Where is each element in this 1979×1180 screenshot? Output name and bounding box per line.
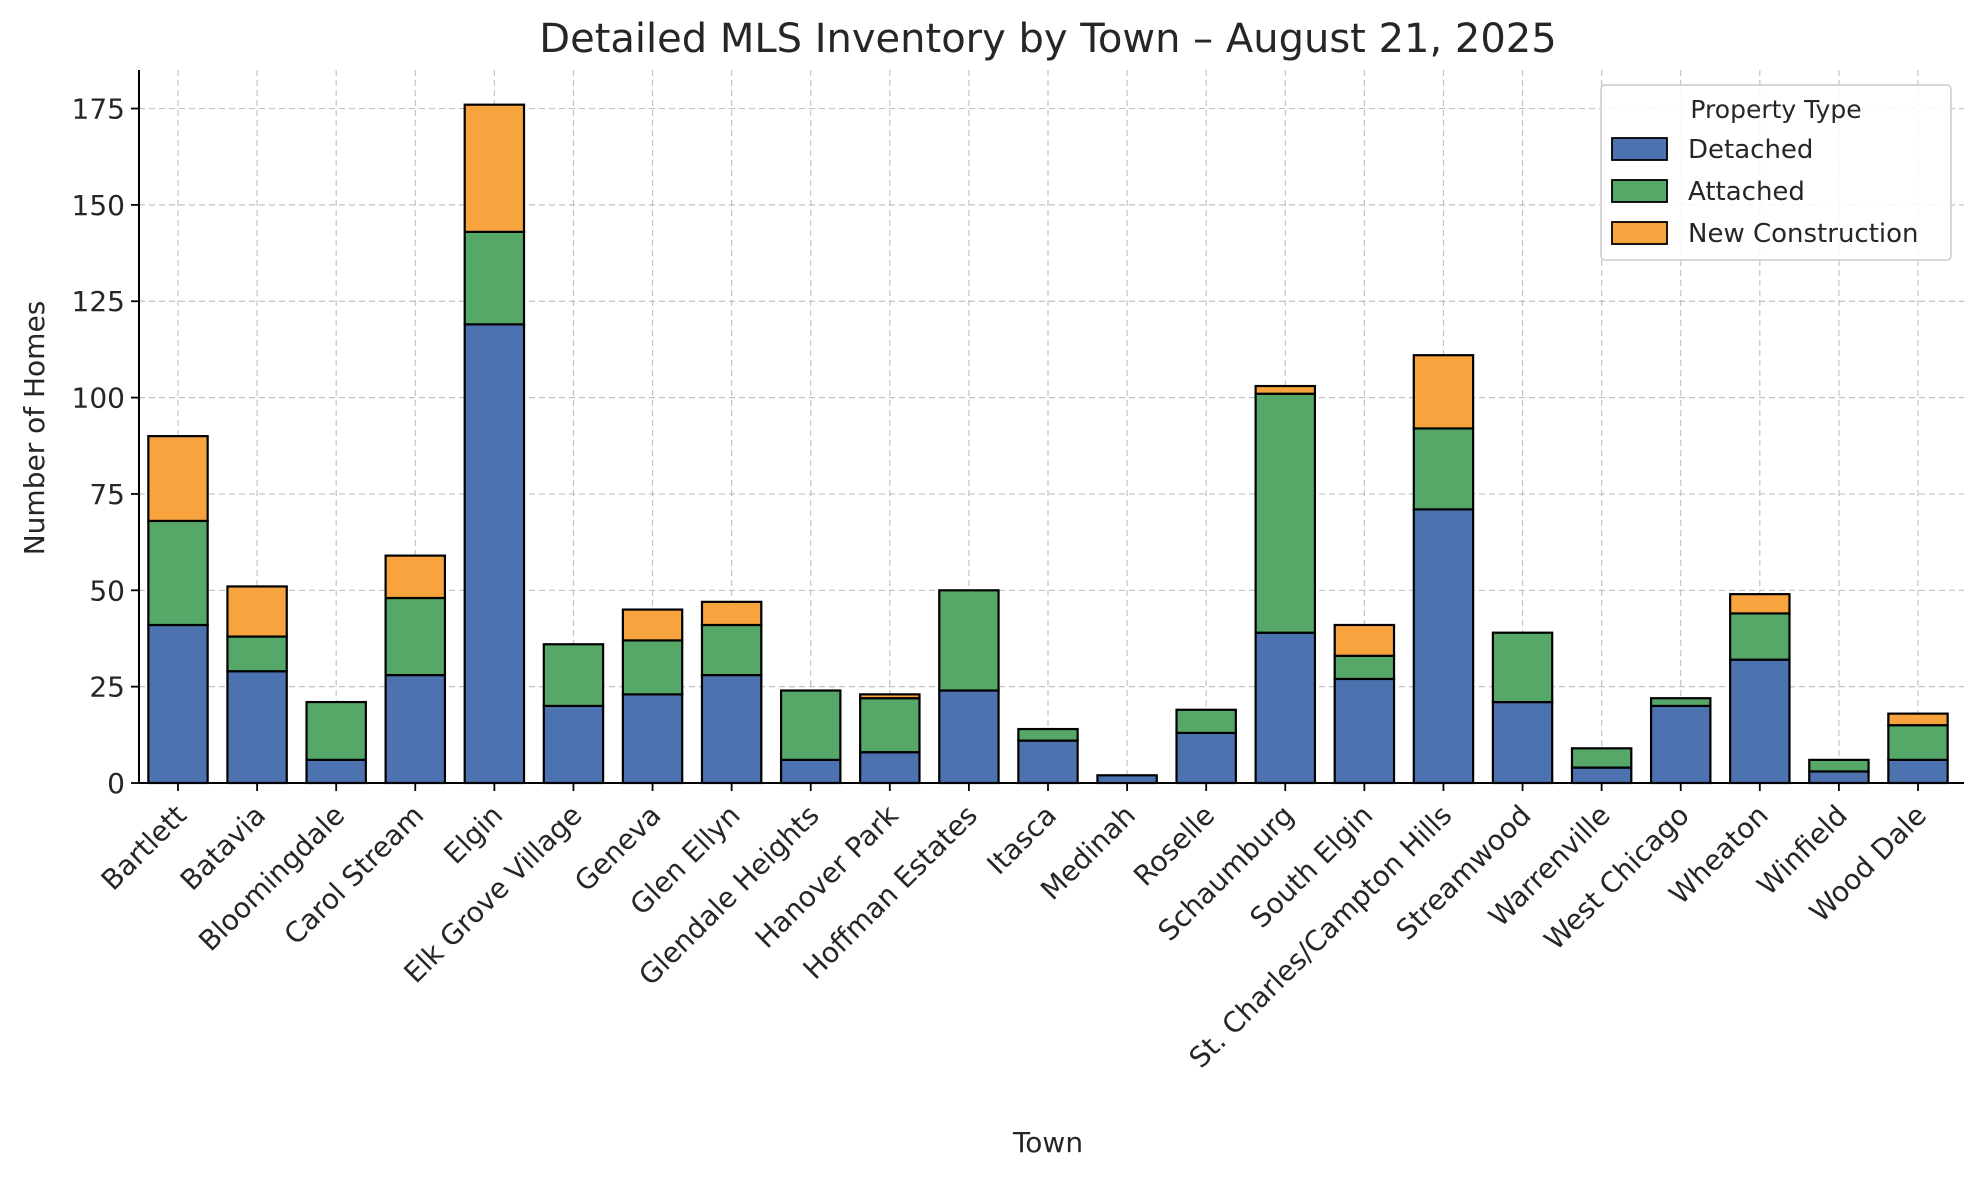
bar-detached [1887,758,1949,785]
bar-new-construction [859,693,921,700]
bar-detached [542,704,605,785]
y-tick-label: 125 [72,285,125,318]
bar-new-construction [700,600,763,627]
bar-detached [621,693,684,785]
bar-new-construction [621,608,684,642]
bar-detached [1412,508,1475,785]
bar-new-construction [1254,384,1317,395]
bar-detached [1808,770,1870,785]
legend-items: Detached Attached New Construction [1611,135,1919,249]
bar-attached [1412,427,1475,511]
legend: Property Type Detached Attached New Constr… [1600,84,1952,261]
x-tick-label: Elgin [437,799,509,871]
bar-detached [1017,739,1079,785]
bar-new-construction [226,585,288,638]
y-tick-label: 75 [89,478,125,511]
y-tick-label: 175 [72,93,125,126]
legend-label: Attached [1688,177,1805,207]
bar-attached [384,596,447,677]
legend-swatch [1611,137,1668,161]
bar-detached [147,623,209,785]
x-axis-title: Town [1012,1126,1083,1159]
bar-attached [621,639,684,696]
bar-attached [463,230,526,326]
bar-attached [779,689,842,761]
bar-new-construction [1333,623,1396,657]
bar-detached [305,758,367,785]
bar-detached [1333,677,1396,785]
bar-detached [859,751,921,785]
bar-new-construction [147,435,209,523]
bar-attached [542,643,605,708]
bar-attached [1175,708,1237,734]
bar-detached [1096,774,1158,785]
x-tick-label: Carol Stream [278,799,431,952]
bar-new-construction [384,554,447,600]
bar-detached [1254,631,1317,785]
y-tick-label: 50 [89,574,125,607]
axes [138,70,1964,784]
bar-detached [1570,766,1633,785]
chart-title: Detailed MLS Inventory by Town – August … [539,16,1556,62]
bar-attached [1333,654,1396,681]
y-tick-label: 150 [72,189,125,222]
bar-detached [700,673,763,785]
bar-attached [1254,392,1317,634]
bar-attached [700,623,763,677]
bar-attached [1887,724,1949,761]
bar-attached [226,635,288,673]
bar-attached [938,589,1000,692]
bar-new-construction [463,103,526,233]
legend-swatch [1611,179,1668,203]
bar-detached [779,758,842,785]
bar-attached [1649,697,1712,708]
y-tick-label: 100 [72,382,125,415]
bars [147,103,1949,785]
bar-attached [1017,727,1079,742]
legend-swatch [1611,221,1668,245]
bar-new-construction [1412,354,1475,430]
bar-attached [147,519,209,627]
bar-attached [1729,612,1791,661]
legend-label: New Construction [1688,219,1919,249]
bar-detached [1729,658,1791,785]
legend-frame [1600,84,1952,261]
y-tick-label: 0 [107,767,125,800]
bar-attached [1491,631,1554,704]
legend-label: Detached [1688,135,1813,165]
legend-title: Property Type [1690,95,1861,124]
x-tick-label: Bartlett [95,799,193,897]
bar-detached [1649,704,1712,785]
bar-attached [1808,758,1870,773]
y-axis-title: Number of Homes [18,301,51,556]
bar-new-construction [1729,593,1791,615]
x-tick-label: Schaumburg [1151,799,1300,948]
y-tick-label: 25 [89,671,125,704]
bar-detached [384,673,447,785]
bar-attached [1570,747,1633,769]
y-axis-ticks: 0 25 50 75 100 125 150 175 [72,93,139,800]
bar-detached [938,689,1000,785]
bar-detached [1491,700,1554,785]
bar-attached [859,697,921,754]
bar-attached [305,700,367,761]
bar-detached [226,670,288,785]
bar-detached [463,323,526,785]
bar-detached [1175,731,1237,785]
bar-new-construction [1887,712,1949,727]
